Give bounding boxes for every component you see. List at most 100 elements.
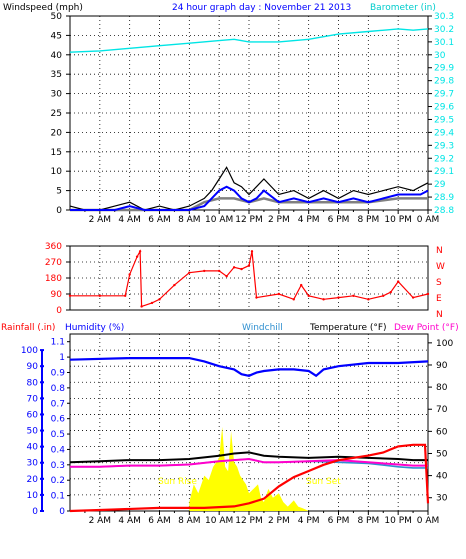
temperature-time-label: 2 PM (268, 516, 290, 526)
temperature-time-label: 10 PM (384, 516, 412, 526)
compass-label: E (436, 294, 442, 304)
windspeed-time-label: 4 AM (118, 215, 141, 225)
windspeed-time-label: 4 PM (298, 215, 320, 225)
rainfall-tick-label: 0 (59, 507, 65, 517)
wind-direction-point (188, 271, 191, 274)
barometer-tick-label: 30.3 (434, 12, 454, 22)
windspeed-time-label: 6 AM (148, 215, 171, 225)
wind-direction-point (128, 273, 131, 276)
wind-direction-tick-labels: 0 90 180 270 360 (45, 242, 70, 316)
temperature-label: Temperature (°F) (309, 323, 387, 333)
barometer-tick-label: 29.6 (434, 103, 454, 113)
temperature-time-label: 2 AM (89, 516, 112, 526)
windspeed-tick-labels: 0 5 10 15 20 25 30 35 40 45 50 (51, 12, 70, 216)
humidity-line (69, 357, 429, 378)
wind-direction-tick-label: 90 (51, 290, 63, 300)
humidity-tick-labels: 0 10 20 30 40 50 60 70 80 90 100 (21, 346, 44, 517)
rainfall-tick-label: 0.8 (51, 384, 66, 394)
humidity-tick-label: 60 (27, 410, 39, 420)
wind-direction-point (217, 269, 221, 273)
temperature-time-label: 6 PM (328, 516, 350, 526)
wind-direction-point (389, 291, 392, 294)
temperature-time-label: 10 AM (205, 516, 233, 526)
barometer-tick-label: 30 (434, 51, 446, 61)
temperature-time-label: 0 AM (417, 516, 440, 526)
wind-direction-point (232, 266, 236, 269)
temperature-tick-label: 80 (436, 383, 448, 393)
humidity-tick-label: 90 (27, 362, 39, 372)
barometer-tick-label: 28.9 (434, 193, 454, 203)
barometer-tick-label: 29.1 (434, 167, 454, 177)
temperature-gridlines (70, 334, 428, 511)
rainfall-line (69, 443, 430, 513)
wind-direction-point (250, 250, 254, 253)
rainfall-tick-label: 0.1 (51, 492, 65, 502)
barometer-tick-label: 30.1 (434, 38, 454, 48)
temperature-tick-label: 40 (436, 472, 448, 482)
sunset-label: Sun Set (306, 477, 341, 487)
rainfall-tick-label: 1 (59, 353, 65, 363)
wind-direction-point (140, 305, 143, 308)
rainfall-tick-label: 0.4 (51, 445, 66, 455)
windspeed-tick-label: 20 (51, 128, 63, 138)
wind-direction-point (337, 296, 340, 299)
barometer-tick-label: 29.8 (434, 77, 454, 87)
wind-direction-point (123, 294, 127, 297)
humidity-tick-label: 100 (21, 346, 38, 356)
temperature-time-label: 6 AM (148, 516, 171, 526)
windspeed-time-label: 12 PM (235, 215, 263, 225)
windspeed-panel: Windspeed (mph) 24 hour graph day : Nove… (3, 3, 454, 225)
rainfall-tick-label: 0.7 (51, 399, 65, 409)
temperature-tick-label: 90 (436, 361, 448, 371)
wind-direction-tick-label: 0 (56, 306, 62, 316)
wind-direction-point (173, 283, 176, 287)
barometer-tick-label: 29 (434, 180, 446, 190)
humidity-tick-label: 20 (27, 475, 39, 485)
windspeed-time-label: 8 PM (357, 215, 379, 225)
temperature-time-labels: 2 AM 4 AM 6 AM 8 AM 10 AM 12 PM 2 PM 4 PM 6 PM 8 … (84, 511, 440, 526)
wind-direction-point (307, 294, 310, 297)
barometer-tick-label: 29.2 (434, 154, 454, 164)
windspeed-tick-label: 35 (51, 70, 62, 80)
rainfall-tick-label: 0.6 (51, 415, 66, 425)
wind-direction-tick-label: 270 (45, 258, 62, 268)
humidity-tick-label: 70 (27, 394, 39, 404)
rainfall-tick-label: 0.9 (51, 368, 66, 378)
temperature-time-label: 8 PM (357, 516, 379, 526)
barometer-line (69, 28, 429, 53)
wind-direction-point (396, 280, 400, 283)
wind-direction-point (68, 294, 72, 297)
wind-direction-point (158, 298, 161, 301)
windspeed-time-label: 8 AM (178, 215, 201, 225)
wind-direction-point (203, 269, 206, 273)
rainfall-tick-label: 0.2 (51, 476, 65, 486)
wind-direction-tick-label: 180 (45, 274, 62, 284)
windspeed-time-labels: 2 AM 4 AM 6 AM 8 AM 10 AM 12 PM 2 PM 4 PM 6 PM 8 … (84, 210, 439, 225)
compass-label: S (436, 278, 442, 288)
temperature-time-label: 4 AM (118, 516, 141, 526)
windchill-label: Windchill (242, 323, 283, 333)
temperature-time-label: 12 PM (235, 516, 263, 526)
dew-point-label: Dew Point (°F) (394, 323, 459, 333)
temperature-panel: Rainfall (.in) Humidity (%) Windchill Te… (1, 323, 459, 526)
rainfall-tick-label: 0.3 (51, 461, 65, 471)
wind-direction-point (382, 294, 385, 297)
wind-direction-point (322, 298, 325, 301)
windspeed-blue-line (70, 185, 429, 211)
wind-direction-point (225, 275, 228, 278)
sunrise-label: Sun Rise (158, 477, 197, 487)
windspeed-tick-label: 5 (56, 187, 62, 197)
wind-direction-point (300, 283, 303, 287)
temperature-tick-labels: 30 40 50 60 70 80 90 100 (428, 339, 453, 504)
wind-direction-point (98, 294, 102, 297)
wind-direction-point (135, 255, 139, 258)
temperature-time-label: 4 PM (298, 516, 320, 526)
windspeed-tick-label: 50 (51, 12, 63, 22)
humidity-tick-label: 80 (27, 378, 39, 388)
barometer-tick-label: 29.3 (434, 141, 454, 151)
rainfall-tick-labels: 0 0.1 0.2 0.3 0.4 0.5 0.6 0.7 0.8 0.9 1 1.1 (51, 338, 70, 517)
wind-direction-point (255, 296, 258, 299)
wind-direction-point (247, 264, 251, 267)
temperature-tick-label: 100 (436, 339, 453, 349)
